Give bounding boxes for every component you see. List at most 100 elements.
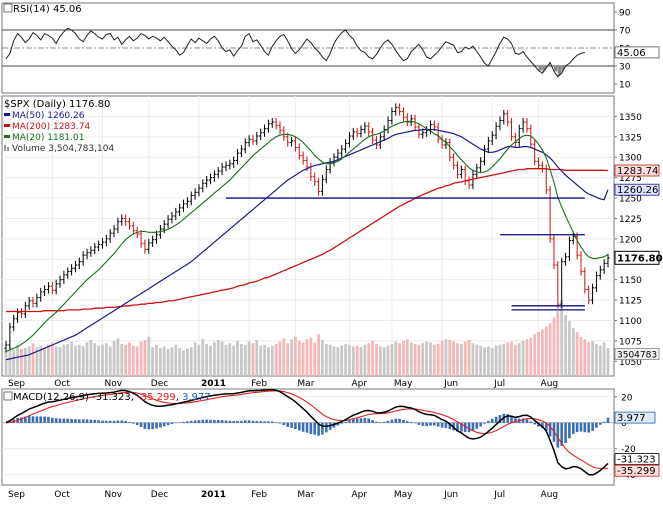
macd-hist-bar [232, 421, 235, 423]
macd-hist-bar [39, 416, 42, 422]
macd-hist-bar [321, 423, 324, 435]
macd-hist-bar [476, 423, 479, 429]
volume-bar [120, 344, 123, 376]
ma20-legend: MA(20) 1181.01 [12, 133, 84, 143]
volume-bar [352, 346, 355, 376]
volume-bar [445, 339, 448, 376]
macd-hist-bar [256, 421, 259, 423]
volume-bar [248, 342, 251, 376]
x-axis-label: Jul [493, 490, 505, 500]
volume-bar [549, 323, 552, 376]
volume-bar [105, 343, 108, 376]
volume-bar [541, 330, 544, 376]
volume-bar [572, 328, 575, 376]
x-axis-label: May [394, 379, 413, 389]
macd-hist-bar [113, 421, 116, 423]
macd-hist-bar [186, 421, 189, 422]
macd-hist-bar [576, 423, 579, 432]
macd-label-macd: -31.323 [92, 392, 131, 403]
price-title: $SPX (Daily) 1176.80 [4, 99, 110, 110]
macd-hist-bar [568, 423, 571, 439]
volume-bar [502, 344, 505, 376]
volume-bar [595, 344, 598, 376]
macd-hist-bar [591, 423, 594, 431]
macd-value: -31.323 [617, 455, 656, 466]
x-axis-label: Dec [151, 490, 168, 500]
volume-bar [43, 348, 46, 376]
macd-hist-bar [101, 421, 104, 423]
macd-hist-bar [533, 423, 536, 425]
macd-label: MACD(12,26,9) -31.323, -35.299, 3.977 [13, 392, 211, 403]
macd-hist-bar [367, 419, 370, 423]
macd-hist-bar [607, 418, 610, 423]
macd-hist-bar [398, 419, 401, 423]
price-tick-label: 1125 [619, 297, 642, 307]
x-axis-label: Apr [351, 490, 367, 500]
volume-bar [333, 346, 336, 376]
rsi-tick-label: 70 [619, 27, 631, 37]
x-axis-label: Aug [541, 379, 559, 389]
macd-hist-bar [55, 418, 58, 423]
volume-bar [560, 300, 563, 376]
volume-bar [78, 345, 81, 376]
macd-hist-bar [248, 420, 251, 422]
volume-bar [82, 346, 85, 376]
macd-hist-bar [66, 419, 69, 423]
macd-hist-bar [437, 423, 440, 427]
x-axis-label: Oct [54, 379, 70, 389]
macd-hist-bar [422, 423, 425, 426]
volume-bar [70, 342, 73, 376]
x-axis-label: Feb [251, 379, 267, 389]
volume-bar [360, 347, 363, 376]
macd-hist-bar [209, 420, 212, 423]
x-axis-label: Mar [297, 379, 314, 389]
volume-bar [379, 346, 382, 376]
volume-bar [24, 348, 27, 376]
volume-bar [221, 342, 224, 376]
macd-hist-bar [313, 423, 316, 435]
x-axis-label: Apr [351, 379, 367, 389]
volume-bar [302, 342, 305, 376]
macd-label-hist: 3.977 [182, 392, 211, 403]
macd-hist-bar [479, 423, 482, 427]
rsi-tick-label: 90 [619, 9, 631, 19]
volume-bar [198, 345, 201, 376]
macd-hist-bar [340, 423, 343, 424]
macd-hist-bar [70, 419, 73, 423]
macd-hist-bar [275, 422, 278, 423]
volume-bar [418, 345, 421, 376]
volume-bar [383, 347, 386, 376]
volume-bar [568, 321, 571, 376]
volume-bar [16, 345, 19, 376]
x-axis-label: Sep [8, 490, 25, 500]
macd-hist-bar [263, 421, 266, 422]
macd-hist-bar [379, 422, 382, 423]
volume-bar [286, 343, 289, 376]
volume-bar [144, 340, 147, 376]
macd-hist-bar [43, 417, 46, 423]
volume-bar [136, 346, 139, 376]
volume-bar [437, 344, 440, 376]
macd-hist-bar [418, 423, 421, 425]
macd-hist-bar [587, 423, 590, 433]
macd-hist-bar [132, 423, 135, 424]
macd-hist-bar [86, 419, 89, 422]
volume-bar [244, 345, 247, 376]
ma50-legend: MA(50) 1260.26 [12, 111, 85, 121]
volume-bar [522, 341, 525, 376]
macd-hist-bar [468, 423, 471, 433]
x-axis-label: Mar [297, 490, 314, 500]
volume-bar [163, 346, 166, 376]
volume-legend: Volume 3,504,783,104 [12, 144, 114, 154]
volume-bar [20, 349, 23, 376]
macd-label-signal: -35.299 [137, 392, 176, 403]
volume-bar [499, 345, 502, 376]
volume-bar [518, 343, 521, 376]
macd-hist-bar [410, 422, 413, 423]
volume-bar [371, 341, 374, 376]
volume-bar [344, 344, 347, 376]
macd-hist-bar [128, 422, 131, 423]
price-tick-label: 1075 [619, 337, 642, 347]
volume-bar [205, 344, 208, 376]
volume-bar [564, 315, 567, 376]
